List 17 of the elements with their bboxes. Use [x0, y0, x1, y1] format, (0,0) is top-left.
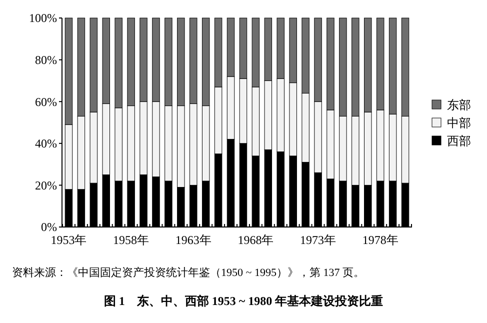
- x-tick-label: 1978年: [362, 233, 398, 247]
- legend-label: 东部: [447, 98, 471, 112]
- legend-label: 西部: [447, 134, 471, 148]
- x-tick-label: 1963年: [175, 233, 212, 247]
- x-tick-label: 1973年: [300, 233, 336, 247]
- y-tick-label: 20%: [35, 178, 57, 192]
- x-tick-label: 1953年: [50, 233, 87, 247]
- x-tick-label: 1968年: [238, 233, 274, 247]
- y-tick-label: 100%: [29, 11, 57, 26]
- y-tick-label: 0%: [41, 220, 57, 234]
- text: 图 1 东、中、西部 1953 ~ 1980 年基本建设投资比重: [104, 294, 384, 308]
- x-tick-label: 1958年: [113, 233, 150, 247]
- y-tick-label: 60%: [35, 94, 57, 109]
- legend-label: 中部: [447, 116, 471, 130]
- y-tick-label: 80%: [35, 53, 57, 67]
- y-tick-label: 40%: [35, 136, 57, 151]
- text: 资料来源：《中国固定资产投资统计年鉴（1950 ~ 1995）》，第 137 页。: [12, 266, 364, 279]
